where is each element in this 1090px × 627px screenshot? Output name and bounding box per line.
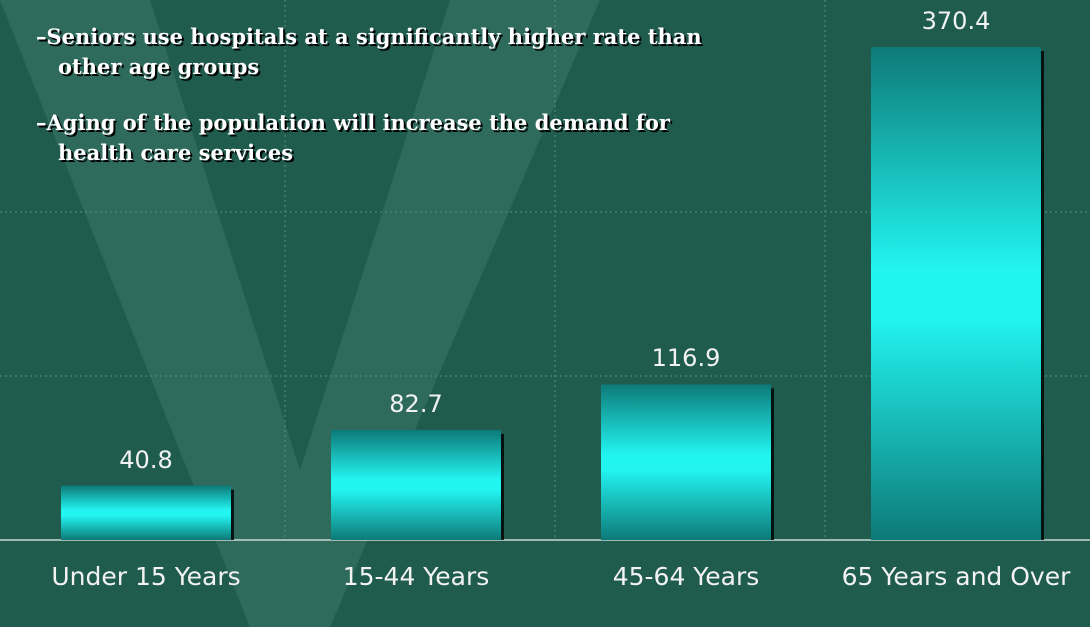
bar <box>601 384 771 540</box>
annotation: –Aging of the population will increase t… <box>36 110 670 165</box>
bar <box>331 429 501 540</box>
value-label: 370.4 <box>921 6 991 35</box>
bar <box>61 485 231 540</box>
grid <box>0 0 1090 540</box>
annotation: –Seniors use hospitals at a significantl… <box>36 24 702 79</box>
x-tick-label: 15-44 Years <box>342 562 490 591</box>
x-tick-label: 45-64 Years <box>612 562 760 591</box>
x-tick-label: Under 15 Years <box>51 562 241 591</box>
value-label: 82.7 <box>389 389 443 418</box>
background-v <box>0 0 600 627</box>
bar <box>871 46 1041 541</box>
value-label: 116.9 <box>651 344 721 373</box>
value-label: 40.8 <box>119 445 173 474</box>
x-tick-label: 65 Years and Over <box>841 562 1071 591</box>
